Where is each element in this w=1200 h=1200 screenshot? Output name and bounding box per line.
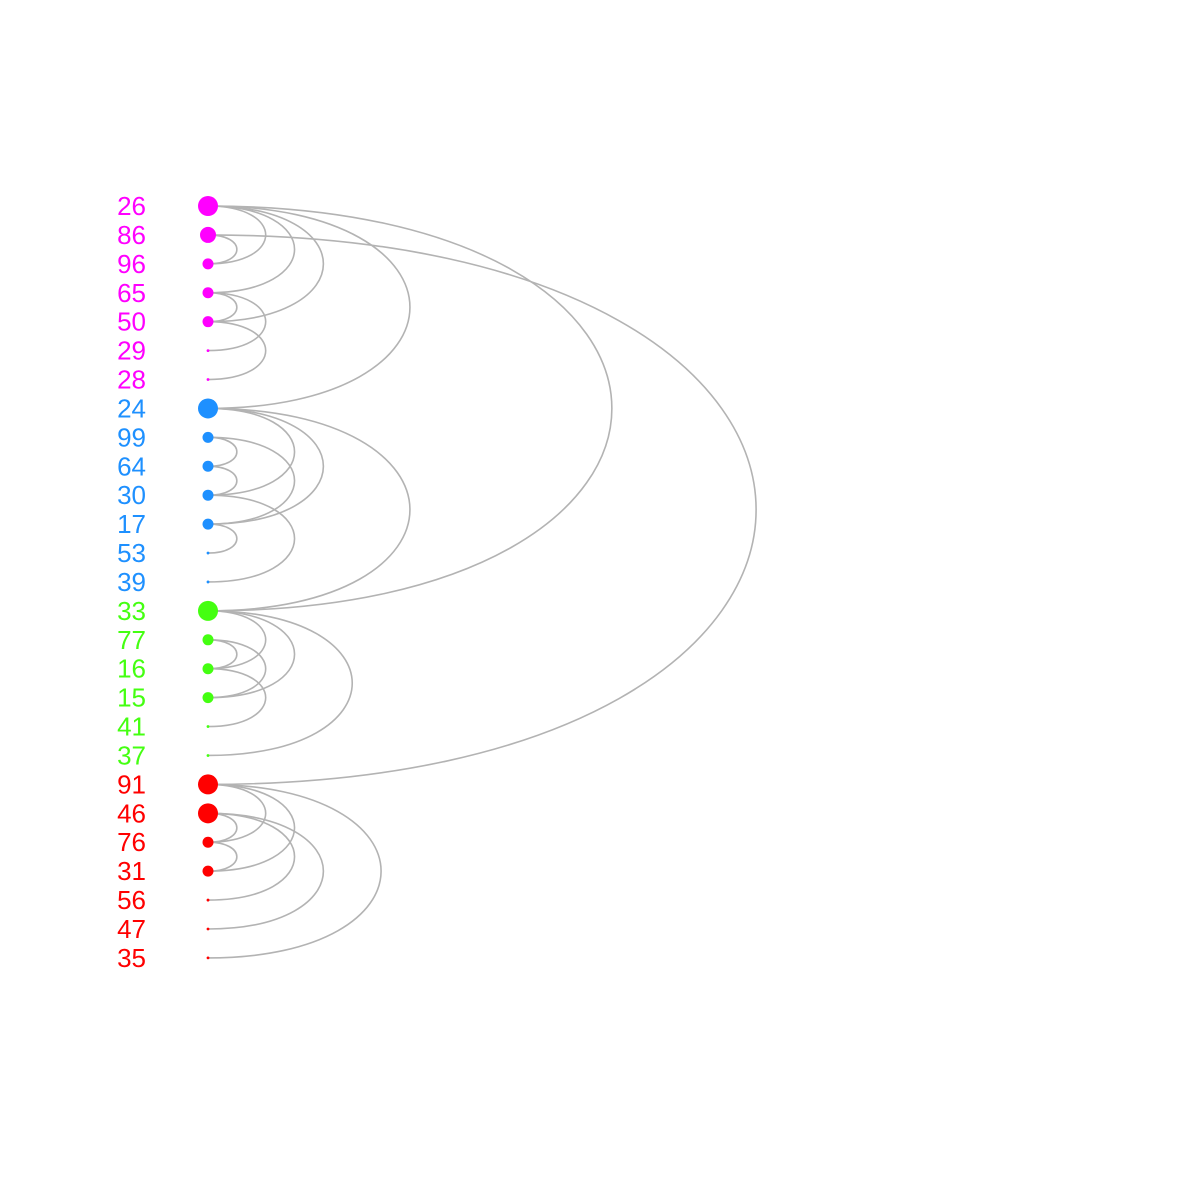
node-77 [202,634,214,646]
edge-33-16 [207,610,267,670]
edge-46-56 [207,812,296,901]
node-64 [202,460,214,472]
node-46 [198,803,218,824]
node-label-28: 28 [117,365,146,395]
node-label-47: 47 [117,914,146,944]
node-label-76: 76 [117,827,146,857]
node-76 [202,836,214,848]
edge-24-33 [207,407,411,612]
node-31 [202,865,214,877]
node-56 [206,898,210,902]
node-label-99: 99 [117,422,146,452]
node-65 [202,287,214,299]
edge-99-17 [207,436,296,525]
node-label-96: 96 [117,249,146,279]
node-label-26: 26 [117,191,146,221]
node-label-50: 50 [117,307,146,337]
node-39 [206,580,210,584]
node-29 [206,349,210,352]
node-label-33: 33 [117,596,146,626]
edge-99-64 [207,436,238,468]
edge-26-33 [207,205,613,612]
node-label-91: 91 [117,769,146,799]
edge-26-65 [207,205,296,294]
edge-91-76 [207,783,267,844]
edges-layer [207,205,757,959]
node-label-53: 53 [117,538,146,568]
node-91 [198,774,218,795]
node-label-15: 15 [117,683,146,713]
edge-24-17 [207,407,324,525]
node-label-86: 86 [117,220,146,250]
node-28 [206,378,210,381]
node-47 [206,927,210,931]
node-label-30: 30 [117,480,146,510]
edge-77-16 [207,639,238,670]
edge-46-47 [207,812,324,930]
edge-17-53 [207,523,238,554]
edge-77-15 [207,639,267,699]
node-33 [198,600,218,621]
edge-30-39 [207,494,296,583]
node-label-39: 39 [117,567,146,597]
edge-91-31 [207,783,296,872]
edge-50-28 [207,320,267,381]
node-label-29: 29 [117,336,146,366]
edge-86-96 [207,234,238,265]
edge-65-29 [207,291,267,352]
edge-64-30 [207,465,238,496]
node-label-65: 65 [117,278,146,308]
node-50 [202,316,214,328]
node-label-41: 41 [117,712,146,742]
node-label-24: 24 [117,393,146,423]
node-30 [202,489,214,501]
node-24 [198,398,218,419]
edge-16-41 [207,667,267,728]
node-label-35: 35 [117,943,146,973]
edge-76-31 [207,841,238,872]
node-label-64: 64 [117,451,146,481]
edge-91-35 [207,783,382,959]
node-41 [206,725,210,728]
node-53 [206,551,210,555]
edge-33-37 [207,610,354,757]
node-96 [202,258,214,270]
node-37 [206,754,210,757]
node-26 [198,196,218,216]
node-label-37: 37 [117,740,146,770]
edge-26-96 [207,205,267,265]
nodes-layer [198,196,218,960]
node-label-56: 56 [117,885,146,915]
node-label-46: 46 [117,798,146,828]
edge-26-50 [207,205,324,323]
edge-24-30 [207,407,296,496]
edge-33-15 [207,610,296,699]
edge-65-50 [207,291,238,323]
node-15 [202,692,214,704]
node-label-31: 31 [117,856,146,886]
node-99 [202,431,214,443]
node-16 [202,663,214,675]
node-label-17: 17 [117,509,146,539]
node-35 [206,956,210,960]
node-label-16: 16 [117,654,146,684]
labels-layer: 2686966550292824996430175339337716154137… [117,191,146,973]
node-label-77: 77 [117,625,146,655]
edge-86-91 [207,234,757,786]
node-86 [200,226,216,243]
node-17 [202,518,214,530]
edge-26-24 [207,205,411,410]
